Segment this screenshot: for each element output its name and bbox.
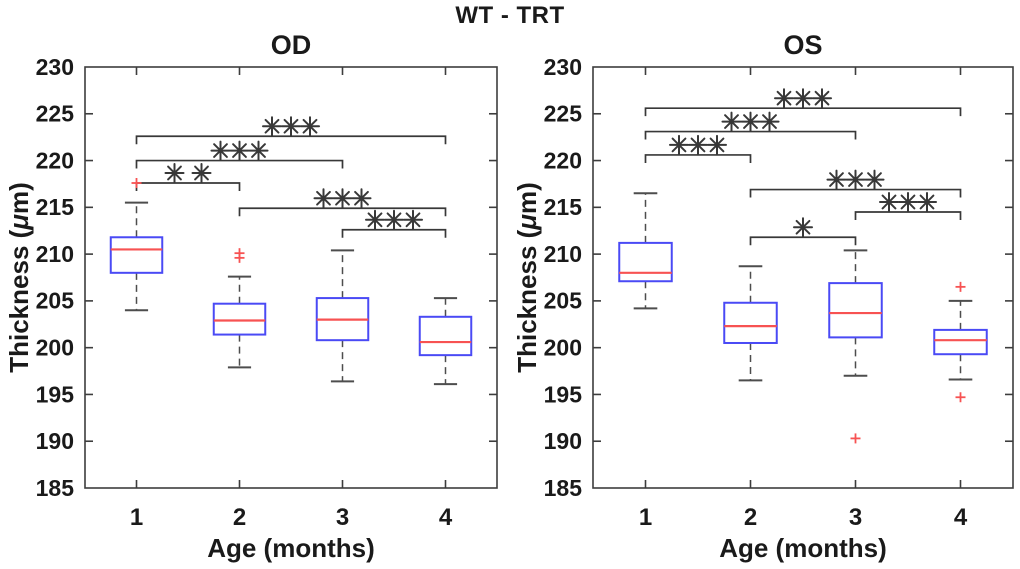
sig-star: [845, 169, 866, 190]
sig-star: [774, 88, 794, 109]
box: [723, 301, 778, 344]
sig-bracket: [749, 188, 962, 198]
y-tick-label: 210: [36, 241, 74, 267]
x-axis-label: Age (months): [207, 533, 375, 563]
sig-star: [332, 188, 353, 209]
y-tick-label: 195: [544, 381, 583, 407]
x-tick-label: 1: [130, 504, 143, 531]
sig-star: [191, 163, 212, 183]
box: [212, 302, 267, 336]
figure-title: WT - TRT: [455, 2, 565, 29]
sig-bracket: [341, 228, 447, 238]
sig-star: [688, 134, 708, 155]
y-tick-label: 205: [36, 288, 75, 314]
sig-bracket: [135, 159, 344, 169]
sig-bracket: [238, 207, 447, 217]
box: [933, 328, 988, 356]
sig-star: [740, 111, 761, 132]
sig-star: [281, 116, 301, 137]
sig-star: [864, 169, 885, 190]
axis-box: [592, 66, 1014, 489]
sig-star: [351, 188, 372, 209]
y-tick-label: 200: [36, 334, 74, 360]
y-tick-label: 205: [544, 288, 583, 314]
sig-star: [759, 111, 780, 132]
sig-star: [403, 209, 423, 230]
sig-star: [707, 134, 727, 155]
y-tick-label: 185: [544, 475, 583, 501]
y-tick-label: 225: [544, 101, 583, 127]
sig-bracket: [644, 154, 752, 163]
y-tick-label: 230: [36, 54, 74, 80]
sig-star: [826, 169, 847, 190]
box: [109, 236, 164, 274]
sig-star: [898, 192, 918, 212]
sig-star: [300, 116, 320, 137]
y-tick-label: 215: [544, 194, 583, 220]
sig-bracket: [644, 130, 857, 140]
sig-star: [879, 192, 899, 212]
y-axis-label: Thickness (μm): [512, 182, 542, 373]
sig-star: [365, 209, 385, 230]
sig-bracket: [644, 107, 962, 117]
x-axis-label: Age (months): [719, 533, 887, 563]
y-tick-label: 200: [544, 334, 582, 360]
sig-star: [262, 116, 282, 137]
y-tick-label: 185: [36, 475, 75, 501]
sig-star: [917, 192, 937, 212]
subplot-title: OS: [783, 30, 822, 60]
sig-star: [793, 88, 813, 109]
box: [828, 282, 883, 339]
sig-star: [248, 140, 269, 161]
axis-box: [84, 66, 498, 489]
sig-star: [812, 88, 832, 109]
sig-star: [669, 134, 689, 155]
sig-bracket: [135, 182, 241, 192]
x-tick-label: 3: [336, 504, 349, 531]
y-tick-label: 190: [36, 428, 74, 454]
sig-star: [229, 140, 250, 161]
sig-star: [210, 140, 231, 161]
sig-star: [721, 111, 742, 132]
x-tick-label: 1: [639, 504, 652, 531]
y-tick-label: 210: [544, 241, 582, 267]
sig-star: [793, 217, 813, 238]
x-tick-label: 2: [233, 504, 246, 531]
x-tick-label: 4: [439, 504, 453, 531]
y-tick-label: 195: [36, 381, 75, 407]
y-axis-label: Thickness (μm): [4, 182, 34, 373]
sig-star: [313, 188, 334, 209]
y-tick-label: 220: [36, 147, 74, 173]
box: [418, 315, 473, 357]
y-tick-label: 225: [36, 101, 75, 127]
box: [618, 241, 673, 283]
sig-bracket: [749, 236, 857, 246]
y-tick-label: 230: [544, 54, 582, 80]
sig-star: [384, 209, 404, 230]
subplot-title: OD: [271, 30, 312, 60]
sig-bracket: [854, 211, 962, 221]
x-tick-label: 2: [744, 504, 757, 531]
y-tick-label: 215: [36, 194, 75, 220]
x-tick-label: 3: [849, 504, 862, 531]
y-tick-label: 220: [544, 147, 582, 173]
x-tick-label: 4: [954, 504, 968, 531]
sig-star: [164, 163, 185, 183]
y-tick-label: 190: [544, 428, 582, 454]
sig-bracket: [135, 135, 447, 145]
